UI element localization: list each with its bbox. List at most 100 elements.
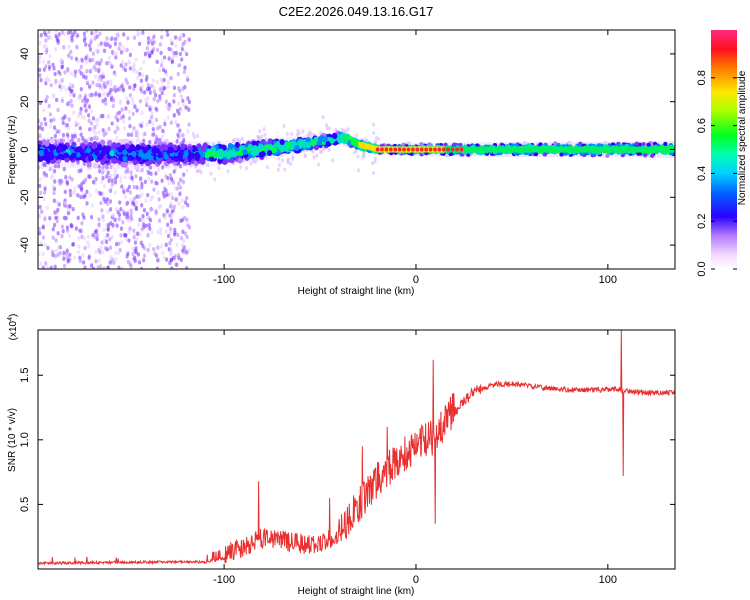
spectrogram-noise-cell [62,263,67,269]
spectrogram-noise-cell [65,255,69,261]
spectrogram-noise-cell [331,158,335,163]
spectrogram-noise-cell [134,250,138,255]
spectrogram-core-cell [655,146,659,153]
spectrogram-noise-cell [44,38,48,43]
spectrogram-noise-cell [183,231,188,236]
spectrogram-band-cell [154,147,160,154]
spectrogram-band-cell [162,144,168,151]
spectrogram-band-cell [603,140,608,145]
spectrogram-noise-cell [48,35,53,40]
spectrogram-core-cell [575,146,578,153]
spectrogram-noise-cell [65,181,70,186]
spectrogram-peak-cell [380,147,384,152]
spectrogram-noise-cell [106,265,110,269]
spectrogram-core-cell [483,146,486,153]
spectrogram-noise-cell [371,171,375,176]
spectrogram-noise-cell [79,132,83,137]
spectrogram-core-cell [492,146,495,153]
spectrogram-noise-cell [86,79,90,84]
spectrogram-noise-cell [68,252,72,258]
spectrogram-band-cell [475,143,480,148]
spectrogram-noise-cell [78,258,82,264]
spectrogram-noise-cell [66,208,70,213]
spectrogram-noise-cell [166,80,171,85]
colorbar-tick-label: 0.8 [696,70,708,85]
spectrogram-core-cell [554,146,557,153]
spectrogram-noise-cell [84,56,88,61]
spectrogram-noise-cell [319,131,323,136]
spectrogram-noise-cell [120,240,124,245]
spectrogram-noise-cell [132,184,136,190]
spectrogram-noise-cell [85,201,89,206]
spectrogram-noise-cell [136,75,140,81]
spectrogram-noise-cell [118,87,123,92]
spectrogram-core-cell [563,146,566,153]
spectrogram-noise-cell [54,215,58,221]
spectrogram-noise-cell [101,128,105,133]
spectrogram-band-cell [663,141,668,146]
spectrogram-band-cell [44,155,51,162]
spectrogram-noise-cell [187,122,191,127]
spectrogram-noise-cell [140,84,144,90]
spectrogram-noise-cell [122,48,127,53]
spectrogram-noise-cell [165,104,169,109]
spectrogram-noise-cell [95,82,99,88]
spectrogram-noise-cell [78,110,83,116]
spectrogram-noise-cell [51,165,55,171]
spectrogram-noise-cell [70,133,75,139]
y-tick-label: 20 [19,96,31,108]
spectrogram-band-cell [222,159,228,166]
spectrogram-noise-cell [169,226,173,232]
spectrogram-band-cell [266,149,273,156]
spectrogram-noise-cell [60,224,65,229]
spectrogram-noise-cell [76,215,80,221]
spectrogram-noise-cell [38,40,42,46]
spectrogram-noise-cell [169,251,173,257]
spectrogram-marks [38,30,675,269]
spectrogram-noise-cell [65,251,69,256]
spectrogram-noise-cell [149,171,153,176]
spectrogram-noise-cell [87,118,91,123]
spectrogram-noise-cell [73,186,77,192]
spectrogram-noise-cell [77,168,81,174]
spectrogram-noise-cell [109,82,113,88]
spectrogram-noise-cell [114,115,118,120]
spectrogram-noise-cell [97,164,101,169]
spectrogram-noise-cell [106,209,110,214]
spectrogram-core-cell [515,146,518,153]
spectrogram-noise-cell [45,94,49,100]
spectrogram-noise-cell [128,116,132,121]
spectrogram-band-cell [131,150,137,157]
spectrogram-band-cell [63,152,69,159]
spectrogram-noise-cell [110,234,114,240]
spectrogram-noise-cell [150,229,154,235]
spectrogram-noise-cell [39,77,43,83]
spectrogram-noise-cell [78,228,82,233]
spectrogram-core-cell [527,146,530,153]
spectrogram-noise-cell [70,71,74,76]
spectrogram-noise-cell [48,112,53,117]
spectrogram-noise-cell [60,234,64,239]
spectrogram-noise-cell [72,110,76,116]
spectrogram-noise-cell [185,168,189,173]
spectrogram-noise-cell [79,71,83,76]
spectrogram-noise-cell [161,250,165,255]
spectrogram-noise-cell [176,232,180,238]
spectrogram-noise-cell [41,265,45,269]
spectrogram-noise-cell [168,241,172,246]
snr-series-line [38,330,675,566]
spectrogram-noise-cell [110,181,115,186]
spectrogram-noise-cell [166,233,171,239]
spectrogram-band-cell [43,148,49,155]
spectrogram-noise-cell [127,218,131,223]
spectrogram-noise-cell [138,99,143,104]
spectrogram-noise-cell [47,103,51,109]
spectrogram-band-cell [163,153,169,160]
spectrogram-noise-cell [120,266,124,269]
spectrogram-noise-cell [178,106,182,112]
spectrogram-band-cell [260,138,266,145]
spectrogram-noise-cell [185,217,189,222]
spectrogram-noise-cell [172,93,176,98]
spectrogram-noise-cell [94,91,98,96]
spectrogram-noise-cell [127,109,132,115]
